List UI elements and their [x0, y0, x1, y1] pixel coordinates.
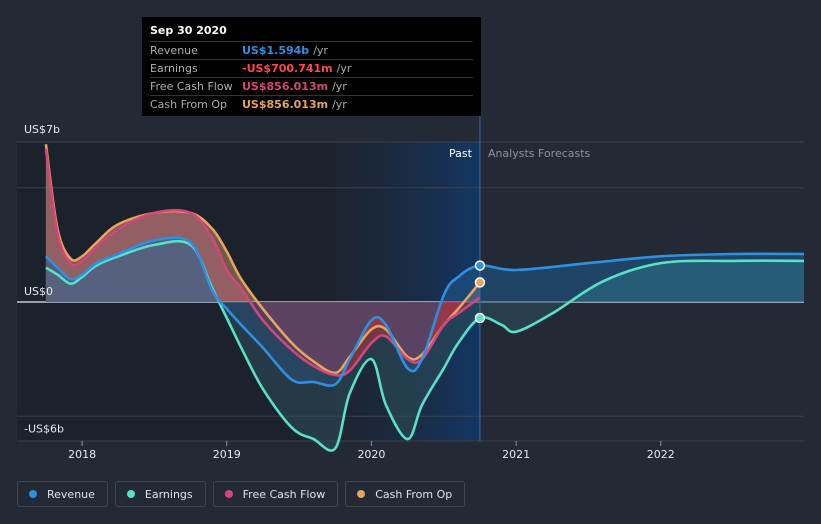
x-tick-label: 2022: [647, 448, 675, 461]
legend-label: Revenue: [47, 487, 95, 501]
legend-label: Earnings: [144, 487, 193, 501]
marker-revenue: [474, 260, 486, 271]
series-line-cash-from-op: [44, 144, 481, 375]
tooltip-row-earnings: Earnings -US$700.741m /yr: [150, 59, 473, 77]
tooltip-value: -US$700.741m: [242, 62, 333, 75]
marker-cash-from-op: [474, 277, 486, 288]
legend-item-free-cash-flow[interactable]: Free Cash Flow: [212, 481, 339, 507]
series-line-revenue: [44, 236, 805, 387]
x-tick-label: 2018: [68, 448, 96, 461]
tooltip-value: US$1.594b: [242, 44, 310, 57]
area-negative-earnings: [45, 302, 804, 451]
legend-dot-icon: [126, 490, 135, 498]
legend-item-revenue[interactable]: Revenue: [17, 481, 108, 507]
tooltip-label: Cash From Op: [150, 98, 228, 111]
marker-earnings: [474, 312, 486, 324]
tooltip-row-cash-from-op: Cash From Op US$856.013m /yr: [150, 95, 473, 113]
legend: Revenue Earnings Free Cash Flow Cash Fro…: [17, 481, 466, 507]
legend-label: Cash From Op: [375, 487, 453, 501]
tooltip-unit: /yr: [313, 44, 328, 57]
tooltip-value: US$856.013m: [242, 98, 329, 111]
tooltip-label: Free Cash Flow: [150, 80, 233, 93]
legend-dot-icon: [357, 490, 366, 498]
tooltip-markers: [474, 260, 486, 324]
area-negative-revenue: [45, 302, 804, 386]
chart: Past Analysts Forecasts US$7bUS$0-US$6b …: [17, 17, 805, 461]
past-label: Past: [449, 147, 473, 160]
legend-item-earnings[interactable]: Earnings: [114, 481, 206, 507]
tooltip-row-free-cash-flow: Free Cash Flow US$856.013m /yr: [150, 77, 473, 95]
x-tick-label: 2019: [213, 448, 241, 461]
x-tick-label: 2021: [502, 448, 530, 461]
tooltip-unit: /yr: [336, 62, 352, 75]
tooltip-value: US$856.013m: [242, 80, 329, 93]
series-line-earnings: [45, 239, 805, 452]
x-tick-label: 2020: [357, 448, 385, 461]
legend-dot-icon: [29, 490, 37, 498]
x-axis-labels: 2018 2019 2020 2021 2022: [68, 441, 675, 461]
y-tick-label: US$0: [24, 285, 53, 298]
legend-label: Free Cash Flow: [242, 487, 326, 501]
tooltip-label: Revenue: [150, 44, 198, 57]
y-axis-labels: US$7b US$0 -US$6b: [24, 123, 64, 435]
tooltip-unit: /yr: [332, 80, 347, 93]
legend-dot-icon: [224, 490, 233, 498]
tooltip-unit: /yr: [332, 98, 347, 111]
tooltip-row-revenue: Revenue US$1.594b /yr: [150, 41, 473, 59]
tooltip-date: Sep 30 2020: [150, 24, 227, 37]
forecast-label: Analysts Forecasts: [488, 147, 591, 160]
area-positive-revenue: [45, 237, 804, 302]
series-lines: [44, 144, 805, 452]
y-tick-label: US$7b: [24, 123, 60, 136]
legend-item-cash-from-op[interactable]: Cash From Op: [345, 481, 466, 507]
y-tick-label: -US$6b: [24, 422, 64, 435]
tooltip-label: Earnings: [150, 62, 198, 75]
tooltip: Sep 30 2020 Revenue US$1.594b /yr Earnin…: [142, 17, 481, 116]
series-line-free-cash-flow: [44, 148, 481, 377]
